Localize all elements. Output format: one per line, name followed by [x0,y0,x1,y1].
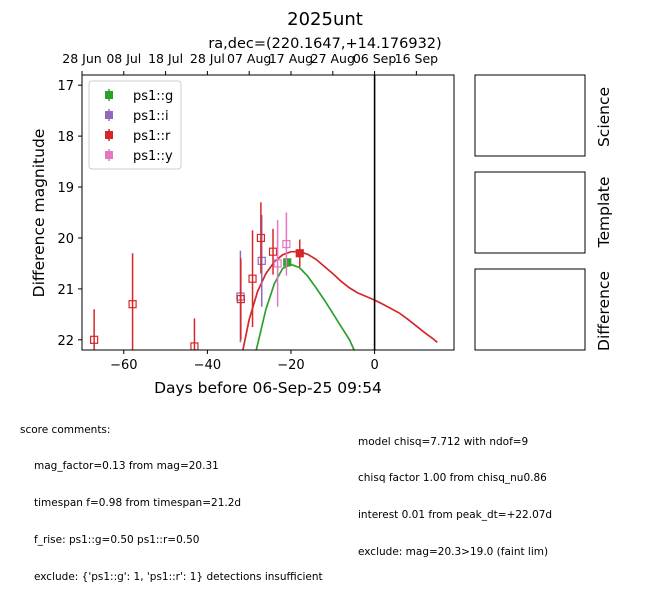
score-comment-line: mag_factor=0.13 from mag=20.31 [34,460,219,473]
score-comments-heading: score comments: [20,423,111,436]
model-curve-ps1-g [255,263,355,350]
science-panel-label: Science [595,87,613,147]
data-point-ps1-r [236,294,245,304]
y-tick-label: 22 [57,334,74,349]
top-axis-tick-label: 08 Jul [106,51,141,66]
difference-panel-label: Difference [595,271,613,351]
plot-frame [81,74,455,351]
y-tick-label: 18 [57,130,74,145]
data-point-ps1-r [256,233,265,243]
plot-area: −60 −40 −20 0 17 18 19 20 21 22 28 Jun 08 Jul 18 Jul… [57,51,455,373]
legend-marker [105,151,113,159]
figure-title: 2025unt [287,9,363,30]
lightcurve-figure: 2025unt ra,dec=(220.1647,+14.176932) −60… [30,9,613,397]
y-tick-label: 17 [57,79,74,94]
model-curve-ps1-r [242,250,438,350]
y-tick-label: 21 [57,283,74,298]
x-tick-label: −20 [277,358,304,373]
legend-label: ps1::y [133,149,173,164]
score-comment-line: timespan f=0.98 from timespan=21.2d [34,497,242,510]
legend-label: ps1::g [133,89,173,104]
top-axis-tick-label: 28 Jun [62,51,101,66]
y-tick-label: 19 [57,181,74,196]
x-tick-label: −40 [194,358,221,373]
data-point-ps1-g [283,258,292,267]
model-comment-line: interest 0.01 from peak_dt=+22.07d [358,509,553,522]
x-tick-label: −60 [110,358,137,373]
legend-marker [105,91,113,99]
y-axis-label: Difference magnitude [30,129,48,298]
legend-marker [105,111,113,119]
data-point-ps1-r [128,300,137,309]
score-comment-line: exclude: {'ps1::g': 1, 'ps1::r': 1} dete… [34,571,323,584]
science-panel [474,74,586,157]
top-axis-tick-label: 18 Jul [148,51,183,66]
data-layer [90,202,438,350]
top-axis-tick-label: 27 Aug [311,51,355,66]
top-axis-tick-label: 06 Sep [353,51,397,66]
top-axis-tick-label: 28 Jul [190,51,225,66]
model-comment-line: chisq factor 1.00 from chisq_nu0.86 [358,472,547,485]
top-axis-tick-label: 16 Sep [395,51,439,66]
legend-marker [105,131,113,139]
data-point-ps1-y [282,239,291,249]
template-panel [474,171,586,254]
score-comments: score comments: mag_factor=0.13 from mag… [20,399,323,596]
legend-box [88,80,182,170]
model-comments: model chisq=7.712 with ndof=9 chisq fact… [358,411,552,571]
y-tick-label: 20 [57,232,74,247]
model-comment-line: exclude: mag=20.3>19.0 (faint lim) [358,546,549,559]
data-point-ps1-i [257,256,266,265]
score-comment-line: f_rise: ps1::g=0.50 ps1::r=0.50 [34,534,200,547]
x-axis-label: Days before 06-Sep-25 09:54 [154,379,382,397]
difference-panel [474,268,586,351]
data-point-ps1-r [248,274,257,283]
model-comment-line: model chisq=7.712 with ndof=9 [358,435,529,448]
figure-subtitle: ra,dec=(220.1647,+14.176932) [208,36,441,52]
top-axis-tick-label: 17 Aug [269,51,313,66]
template-panel-label: Template [595,177,613,249]
data-point-ps1-r [295,249,304,258]
data-point-ps1-y [273,259,282,268]
legend-label: ps1::i [133,109,169,124]
data-point-ps1-r [268,247,278,256]
data-point-ps1-r [90,335,99,344]
legend-label: ps1::r [133,129,171,144]
x-tick-label: 0 [370,358,378,373]
top-axis-tick-label: 07 Aug [227,51,271,66]
